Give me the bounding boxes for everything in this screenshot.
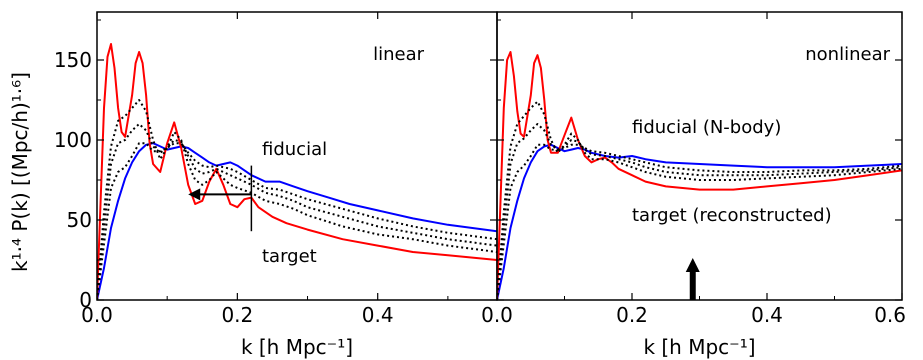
panel-title: linear bbox=[373, 44, 425, 65]
series-line-0 bbox=[97, 142, 497, 300]
panel-linear: 0.0 0.2 0.4 0 50 100 150 k [h Mpc⁻¹] linear fiduc… bbox=[54, 11, 498, 359]
series-line-dotted-3 bbox=[497, 123, 902, 300]
series-line-1 bbox=[97, 43, 497, 300]
series-group bbox=[497, 51, 902, 300]
series-annotation: target bbox=[262, 246, 317, 267]
y-tick-label: 50 bbox=[67, 208, 92, 232]
x-tick-label: 0.4 bbox=[362, 303, 394, 327]
y-tick-label: 0 bbox=[79, 288, 92, 312]
x-tick-label: 0.0 bbox=[81, 303, 113, 327]
x-axis-label: k [h Mpc⁻¹] bbox=[643, 335, 755, 359]
series-line-dotted-4 bbox=[97, 142, 497, 300]
y-tick-label: 100 bbox=[54, 128, 92, 152]
series-group bbox=[97, 43, 497, 300]
y-tick-label: 150 bbox=[54, 48, 92, 72]
x-tick-label: 0.4 bbox=[751, 303, 783, 327]
x-tick-label: 0.2 bbox=[221, 303, 253, 327]
series-annotation: fiducial (N-body) bbox=[632, 117, 781, 138]
x-tick-label: 0.6 bbox=[874, 303, 906, 327]
series-line-dotted-2 bbox=[97, 99, 497, 300]
y-axis-label: k¹·⁴ P(k) [(Mpc/h)¹·⁶] bbox=[8, 72, 32, 272]
series-annotation: target (reconstructed) bbox=[632, 205, 832, 226]
series-annotation: fiducial bbox=[262, 139, 327, 160]
arrow-head bbox=[188, 188, 201, 201]
series-line-0 bbox=[497, 143, 902, 300]
series-line-1 bbox=[497, 51, 902, 300]
panel-nonlinear: 0.0 0.2 0.4 0.6 k [h Mpc⁻¹] nonlinear fiducial… bbox=[481, 11, 906, 359]
panel-title: nonlinear bbox=[805, 44, 890, 65]
x-tick-label: 0.2 bbox=[616, 303, 648, 327]
x-tick-label: 0.0 bbox=[481, 303, 513, 327]
series-line-dotted-2 bbox=[497, 100, 902, 300]
arrow-head bbox=[685, 258, 700, 272]
x-axis-label: k [h Mpc⁻¹] bbox=[241, 335, 353, 359]
